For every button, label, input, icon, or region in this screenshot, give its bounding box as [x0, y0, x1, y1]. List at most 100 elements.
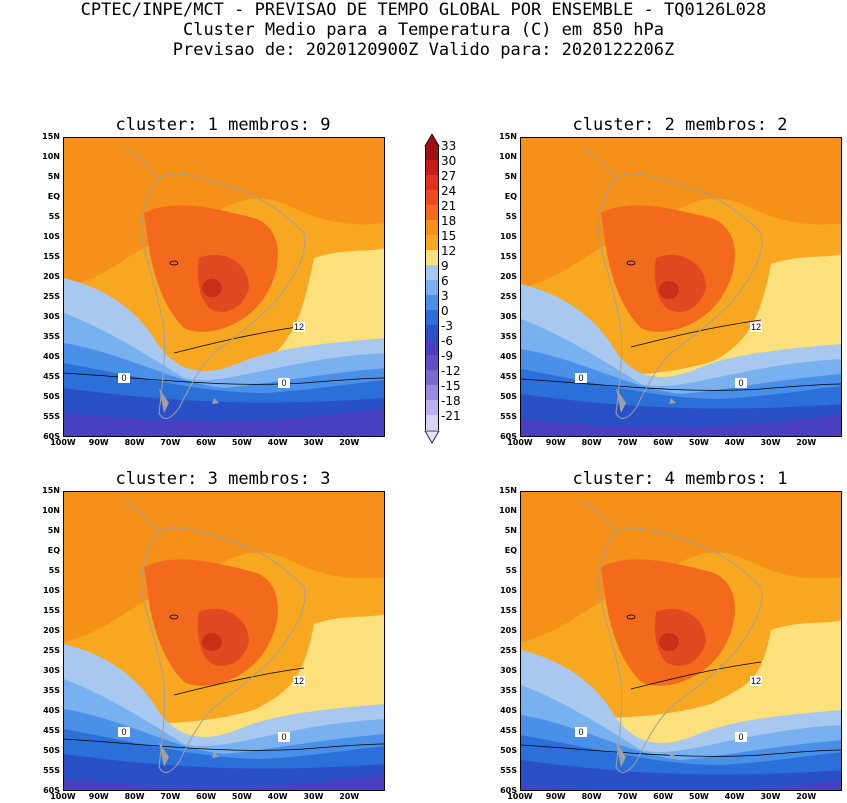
contour-label: 0 [738, 732, 743, 742]
lat-label: 35S [43, 686, 60, 695]
lat-label: EQ [47, 546, 60, 555]
contour-label-bg [118, 373, 130, 383]
lat-label: 60S [43, 786, 60, 795]
lon-label: 80W [124, 792, 145, 801]
coastline-central-america [580, 147, 617, 179]
lat-label: 40S [43, 352, 60, 361]
contour-label-bg [735, 378, 747, 388]
lat-label: 5S [505, 212, 517, 221]
lat-label: 45S [500, 372, 517, 381]
colorbar-label: -9 [441, 349, 453, 363]
lat-label: 60S [500, 432, 517, 441]
lat-label: 60S [500, 786, 517, 795]
contour-label-bg [293, 676, 305, 686]
lat-label: 55S [500, 766, 517, 775]
colorbar-label: 15 [441, 229, 457, 243]
lat-label: 10N [499, 506, 517, 515]
contour-label: 0 [281, 732, 286, 742]
tierra-del-fuego [159, 742, 169, 767]
lon-label: 20W [796, 792, 817, 801]
lat-label: 15S [500, 252, 517, 261]
band-27 [659, 633, 679, 651]
contour-label-bg [575, 373, 587, 383]
lat-label: 10S [500, 232, 517, 241]
colorbar-swatch [425, 385, 439, 400]
panel-2-title: cluster: 2 membros: 2 [572, 115, 788, 135]
lon-label: 30W [303, 792, 324, 801]
lat-label: 10S [500, 586, 517, 595]
colorbar-swatch [425, 325, 439, 340]
main-title-line2: Cluster Medio para a Temperatura (C) em … [182, 20, 665, 40]
tierra-del-fuego [159, 388, 169, 413]
lat-label: 20S [500, 272, 517, 281]
colorbar-swatch [425, 145, 439, 160]
temperature-field: 12 0 0 [521, 492, 841, 790]
contour-12 [630, 661, 762, 690]
colorbar-swatch [425, 265, 439, 280]
lon-label: 50W [231, 792, 252, 801]
lat-label: 35S [500, 686, 517, 695]
lon-label: 40W [724, 792, 745, 801]
contour-label: 0 [281, 378, 286, 388]
lon-label: 100W [50, 792, 76, 801]
lon-label: 40W [724, 438, 745, 447]
colorbar-swatch [425, 190, 439, 205]
lat-label: 5S [48, 212, 60, 221]
lon-label: 60W [653, 792, 674, 801]
lat-label: 55S [43, 766, 60, 775]
colorbar-label: 27 [441, 169, 457, 183]
lon-label: 70W [617, 438, 638, 447]
lake-titicaca [169, 260, 179, 266]
lon-label: 20W [339, 438, 360, 447]
contour-label: 0 [121, 373, 126, 383]
falkland-islands [669, 398, 676, 404]
lat-label: 20S [43, 272, 60, 281]
contour-label-bg [575, 727, 587, 737]
lat-label: 55S [500, 412, 517, 421]
lon-label: 70W [160, 792, 181, 801]
lake-titicaca [169, 614, 179, 620]
lake-titicaca [626, 614, 636, 620]
contour-label-bg [278, 378, 290, 388]
contour-label: 12 [294, 322, 304, 332]
lat-label: 30S [43, 312, 60, 321]
band-m6 [521, 414, 841, 436]
band-24 [654, 608, 706, 666]
lat-label: 45S [500, 726, 517, 735]
contour-0 [521, 378, 841, 391]
lat-label: 20S [43, 626, 60, 635]
lake-titicaca [626, 260, 636, 266]
lat-label: 60S [43, 432, 60, 441]
coastline-south-america [141, 173, 306, 419]
band-18 [521, 492, 841, 642]
lat-label: 35S [500, 332, 517, 341]
lat-label: 25S [43, 292, 60, 301]
lat-label: 15S [43, 252, 60, 261]
coastline-south-america [598, 173, 763, 419]
panel-1-title: cluster: 1 membros: 9 [115, 115, 331, 135]
colorbar-label: 24 [441, 184, 457, 198]
band-m3 [64, 754, 384, 790]
lat-label: 55S [43, 412, 60, 421]
colorbar-label: 21 [441, 199, 457, 213]
lat-label: 5N [47, 526, 60, 535]
lat-label: 50S [43, 746, 60, 755]
band-m3 [521, 760, 841, 790]
lat-label: 15S [43, 606, 60, 615]
panel-3-map: 12 0 0 [63, 491, 385, 791]
lat-label: 40S [500, 706, 517, 715]
lon-label: 60W [196, 792, 217, 801]
lon-label: 80W [124, 438, 145, 447]
colorbar-label: 33 [441, 139, 457, 153]
contour-12 [630, 319, 762, 348]
falkland-islands [669, 752, 676, 758]
lon-label: 40W [267, 792, 288, 801]
lat-label: 10S [43, 232, 60, 241]
lat-label: 10S [43, 586, 60, 595]
colorbar-label: -12 [441, 364, 461, 378]
contour-label-bg [735, 732, 747, 742]
colorbar-swatch [425, 175, 439, 190]
lat-label: 50S [500, 746, 517, 755]
lon-label: 80W [581, 438, 602, 447]
colorbar-swatch [425, 415, 439, 430]
